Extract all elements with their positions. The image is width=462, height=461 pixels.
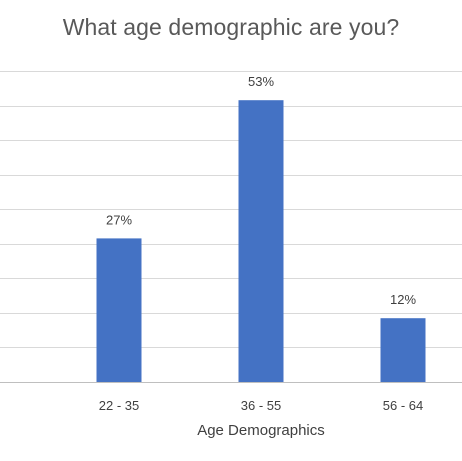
bar-2: [238, 100, 284, 382]
gridlines: [0, 71, 462, 383]
x-tick-labels: 22 - 35 36 - 55 56 - 64: [99, 398, 423, 413]
data-labels: 27% 53% 12%: [106, 74, 416, 307]
bar-3: [380, 318, 426, 382]
x-tick-label-3: 56 - 64: [383, 398, 423, 413]
bars: [96, 100, 426, 382]
x-axis-title: Age Demographics: [197, 422, 325, 439]
data-label-3: 12%: [390, 292, 416, 307]
x-tick-label-1: 22 - 35: [99, 398, 139, 413]
data-label-1: 27%: [106, 212, 132, 227]
bar-1: [96, 238, 142, 382]
chart-title: What age demographic are you?: [62, 14, 400, 40]
data-label-2: 53%: [248, 74, 274, 89]
x-tick-label-2: 36 - 55: [241, 398, 281, 413]
